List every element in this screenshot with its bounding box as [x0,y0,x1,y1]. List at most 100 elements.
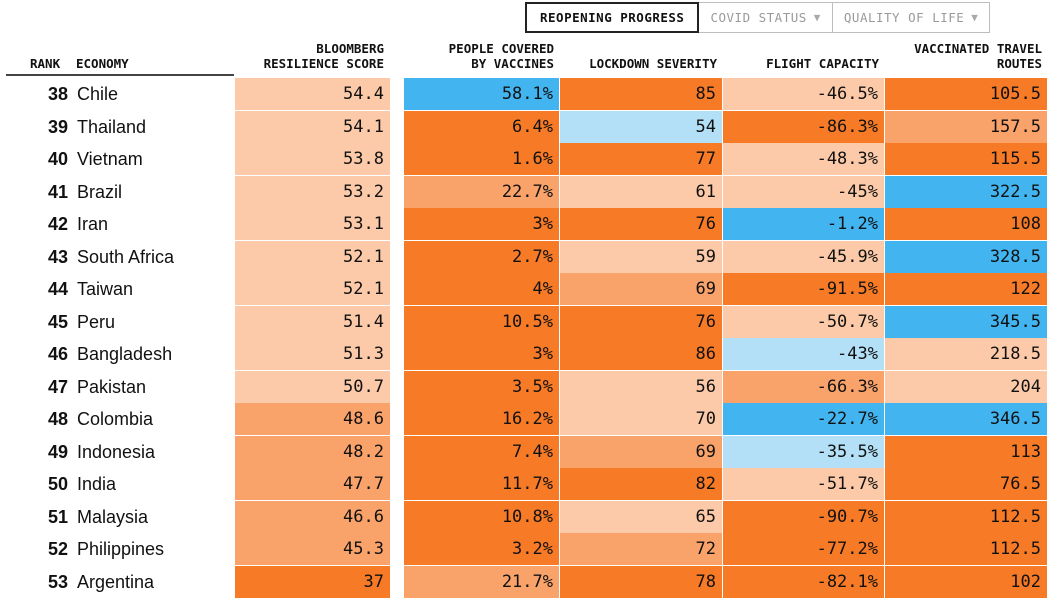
view-tabs: REOPENING PROGRESS COVID STATUS ▼ QUALIT… [525,2,991,33]
economy-name: Peru [77,311,116,332]
header-line: PEOPLE COVERED [448,41,554,56]
rank-value: 39 [47,116,68,137]
table-row[interactable]: 50 India 47.7 11.7% 82 -51.7% 76.5 [0,468,1060,500]
rank-value: 43 [47,246,68,267]
rank-value: 42 [47,214,68,234]
economy-name: India [77,474,117,494]
lockdown-severity-cell: 59 [560,240,722,273]
table-row[interactable]: 42 Iran 53.1 3% 76 -1.2% 108 [0,208,1060,240]
tab-covid-status[interactable]: COVID STATUS ▼ [699,2,833,33]
flight-capacity-cell: -90.7% [723,500,884,533]
flight-capacity-cell: -48.3% [723,143,884,175]
table-row[interactable]: 47 Pakistan 50.7 3.5% 56 -66.3% 204 [0,370,1060,403]
tab-label: REOPENING PROGRESS [540,10,685,25]
resilience-score-cell: 53.1 [235,208,390,240]
tab-quality-of-life[interactable]: QUALITY OF LIFE ▼ [832,2,991,33]
travel-routes-cell: 105.5 [885,78,1047,110]
lockdown-severity-cell: 69 [560,435,722,468]
economy-name: Chile [77,84,119,104]
lockdown-severity-cell: 69 [560,273,722,305]
flight-capacity-cell: -43% [723,338,884,370]
table-row[interactable]: 38 Chile 54.4 58.1% 85 -46.5% 105.5 [0,78,1060,110]
table-row[interactable]: 41 Brazil 53.2 22.7% 61 -45% 322.5 [0,175,1060,208]
vaccines-cell: 3.2% [404,533,559,565]
resilience-score-cell: 51.3 [235,338,390,370]
economy-name: Vietnam [77,149,143,169]
economy-name: Argentina [77,571,155,592]
rank-value: 46 [47,344,68,364]
travel-routes-cell: 122 [885,273,1047,305]
flight-capacity-cell: -46.5% [723,78,884,110]
vaccines-cell: 3% [404,208,559,240]
economy-name: Colombia [77,409,154,429]
economy-name: Brazil [77,181,123,202]
tab-reopening-progress[interactable]: REOPENING PROGRESS [525,2,700,33]
resilience-score-cell: 54.1 [235,110,390,143]
travel-routes-cell: 115.5 [885,143,1047,175]
flight-capacity-cell: -86.3% [723,110,884,143]
resilience-score-cell: 45.3 [235,533,390,565]
table-row[interactable]: 51 Malaysia 46.6 10.8% 65 -90.7% 112.5 [0,500,1060,533]
header-vaccinated-travel-routes[interactable]: VACCINATED TRAVEL ROUTES [884,41,1042,71]
header-lockdown-severity[interactable]: LOCKDOWN SEVERITY [589,56,717,71]
tab-label: COVID STATUS [710,10,807,25]
header-economy[interactable]: ECONOMY [76,56,129,71]
travel-routes-cell: 76.5 [885,468,1047,500]
flight-capacity-cell: -91.5% [723,273,884,305]
travel-routes-cell: 112.5 [885,533,1047,565]
table-row[interactable]: 46 Bangladesh 51.3 3% 86 -43% 218.5 [0,338,1060,370]
table-row[interactable]: 39 Thailand 54.1 6.4% 54 -86.3% 157.5 [0,110,1060,143]
header-line: ROUTES [996,56,1042,71]
travel-routes-cell: 204 [885,370,1047,403]
table-row[interactable]: 53 Argentina 37 21.7% 78 -82.1% 102 [0,565,1060,598]
header-rank[interactable]: RANK [30,56,61,71]
rank-value: 38 [47,84,68,104]
resilience-score-cell: 52.1 [235,273,390,305]
economy-name: Bangladesh [77,344,173,364]
travel-routes-cell: 218.5 [885,338,1047,370]
rank-value: 47 [47,376,68,397]
header-flight-capacity[interactable]: FLIGHT CAPACITY [766,56,879,71]
resilience-score-cell: 48.2 [235,435,390,468]
economy-name: Thailand [77,116,147,137]
table-row[interactable]: 49 Indonesia 48.2 7.4% 69 -35.5% 113 [0,435,1060,468]
lockdown-severity-cell: 76 [560,305,722,338]
tab-label: QUALITY OF LIFE [843,10,965,25]
travel-routes-cell: 108 [885,208,1047,240]
resilience-score-cell: 47.7 [235,468,390,500]
vaccines-cell: 10.8% [404,500,559,533]
vaccines-cell: 1.6% [404,143,559,175]
economy-name: Iran [77,214,109,234]
rank-value: 50 [47,474,68,494]
travel-routes-cell: 328.5 [885,240,1047,273]
table-row[interactable]: 40 Vietnam 53.8 1.6% 77 -48.3% 115.5 [0,143,1060,175]
header-line: VACCINATED TRAVEL [914,41,1042,56]
table-row[interactable]: 52 Philippines 45.3 3.2% 72 -77.2% 112.5 [0,533,1060,565]
resilience-score-cell: 51.4 [235,305,390,338]
rank-value: 45 [47,311,68,332]
flight-capacity-cell: -45% [723,175,884,208]
lockdown-severity-cell: 78 [560,565,722,598]
table-row[interactable]: 44 Taiwan 52.1 4% 69 -91.5% 122 [0,273,1060,305]
resilience-score-cell: 37 [235,565,390,598]
table-row[interactable]: 48 Colombia 48.6 16.2% 70 -22.7% 346.5 [0,403,1060,435]
rank-value: 40 [47,149,68,169]
rank-value: 41 [47,181,68,202]
vaccines-cell: 3% [404,338,559,370]
header-line: BY VACCINES [471,56,554,71]
table-row[interactable]: 43 South Africa 52.1 2.7% 59 -45.9% 328.5 [0,240,1060,273]
header-resilience-score[interactable]: BLOOMBERG RESILIENCE SCORE [232,41,384,71]
header-line: BLOOMBERG [316,41,384,56]
travel-routes-cell: 345.5 [885,305,1047,338]
rank-value: 48 [47,409,68,429]
flight-capacity-cell: -82.1% [723,565,884,598]
chevron-down-icon: ▼ [971,11,979,24]
header-people-covered[interactable]: PEOPLE COVERED BY VACCINES [404,41,554,71]
vaccines-cell: 7.4% [404,435,559,468]
travel-routes-cell: 113 [885,435,1047,468]
vaccines-cell: 16.2% [404,403,559,435]
lockdown-severity-cell: 65 [560,500,722,533]
resilience-score-cell: 52.1 [235,240,390,273]
lockdown-severity-cell: 86 [560,338,722,370]
table-row[interactable]: 45 Peru 51.4 10.5% 76 -50.7% 345.5 [0,305,1060,338]
